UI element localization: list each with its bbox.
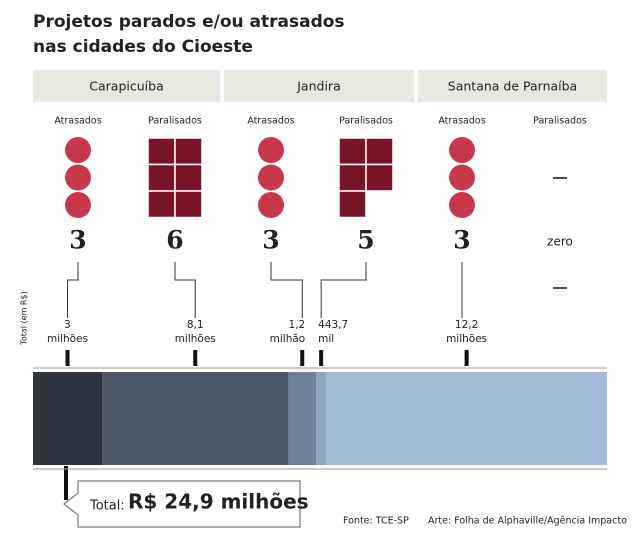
segment-label: milhões [47,333,88,345]
segment-label: mil [318,333,334,345]
leader-line [320,262,367,318]
city-header [224,70,414,102]
city-name: Santana de Parnaíba [448,79,577,94]
stalled-icon [174,190,203,219]
title-line: Projetos parados e/ou atrasados [33,12,345,32]
total-value: R$ 24,9 milhões [128,490,309,514]
count: 3 [69,226,86,255]
segment-label: milhões [175,333,216,345]
group-label: Atrasados [247,116,294,127]
leader-line [67,262,79,318]
city-name: Jandira [296,79,340,94]
segment-tick [300,350,305,366]
stalled-icon [174,163,203,192]
bar-segment [326,372,607,465]
delayed-icon [258,192,284,218]
source: Fonte: TCE-SP [343,516,409,527]
leader-line [270,262,303,318]
delayed-icon [449,192,475,218]
delayed-icon [258,137,284,163]
stalled-icon [147,163,176,192]
bar-segment [102,372,289,465]
credit: Arte: Folha de Alphaville/Agência Impact… [428,516,627,527]
segment-label: 8,1 [187,319,204,331]
segment-tick [464,350,469,366]
callout-box [63,480,301,528]
delayed-icon [258,164,284,191]
stalled-icon [174,137,203,166]
bar-segment [33,372,103,465]
group-label: Paralisados [148,116,202,127]
group-label: Atrasados [438,116,485,127]
segment-tick [193,350,198,366]
segment-label: milhão [270,333,306,345]
total-label: Total: [89,499,125,514]
group-label: Atrasados [54,116,101,127]
segment-label: 3 [64,319,71,331]
count: 5 [357,226,374,255]
axis-label: Total (em R$) [20,291,29,345]
count: 3 [262,226,279,255]
leader-line [174,262,196,318]
bar-segment [288,372,317,465]
group-label: Paralisados [339,116,393,127]
stalled-icon [338,163,367,192]
stalled-icon [365,163,394,192]
segment-label: 443,7 [318,319,348,331]
delayed-icon [65,192,91,218]
delayed-icon [65,137,91,163]
stalled-icon [147,190,176,219]
group-label: Paralisados [533,116,587,127]
count: 3 [453,226,470,255]
city-header [418,70,607,102]
bar-segment [316,372,327,465]
city-header [33,70,220,102]
delayed-icon [449,137,475,163]
segment-label: milhões [446,333,487,345]
count-label: zero [547,235,573,249]
delayed-icon [65,164,91,191]
stalled-icon [338,190,367,219]
count: 6 [166,226,183,255]
city-name: Carapicuíba [89,79,163,94]
segment-label: 12,2 [455,319,478,331]
stalled-icon [147,137,176,166]
segment-tick [319,350,324,366]
stalled-icon [365,137,394,166]
delayed-icon [449,164,475,191]
title-line: nas cidades do Cioeste [33,37,253,57]
stalled-icon [338,137,367,166]
segment-tick [65,350,70,366]
segment-label: 1,2 [289,319,306,331]
